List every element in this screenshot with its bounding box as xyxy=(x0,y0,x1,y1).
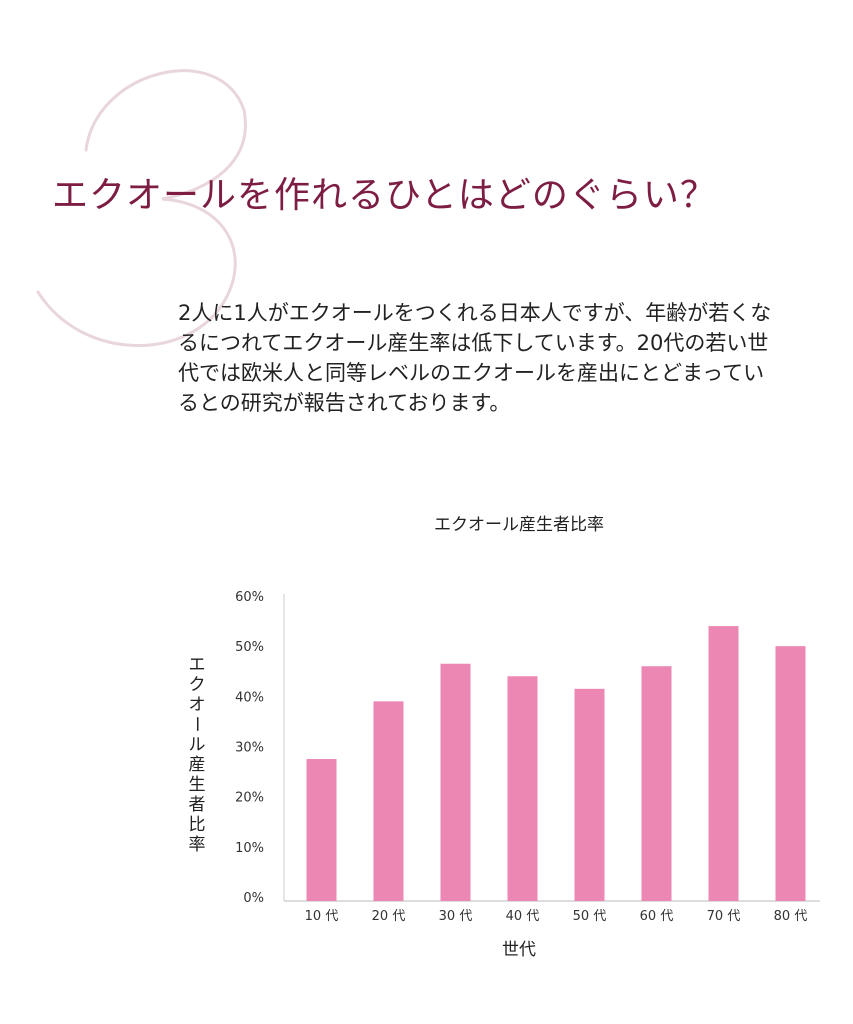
x-tick-label: 80 代 xyxy=(774,909,808,924)
intro-paragraph: 2人に1人がエクオールをつくれる日本人ですが、年齢が若くな るにつれてエクオール… xyxy=(178,298,828,418)
y-axis-label-char: 者 xyxy=(189,795,206,815)
y-axis-label-char: ー xyxy=(186,716,206,733)
y-axis-label-char: ク xyxy=(189,675,206,695)
bar xyxy=(373,701,404,901)
y-tick-label: 0% xyxy=(243,891,264,906)
y-tick-labels: 0% 10% 20% 30% 40% 50% 60% xyxy=(235,590,264,906)
bars xyxy=(306,626,806,901)
y-axis-label-char: ル xyxy=(189,735,206,755)
y-axis-label: エクオール産生者比率 xyxy=(186,655,206,855)
y-axis-label-char: オ xyxy=(189,695,206,715)
x-tick-label: 50 代 xyxy=(573,909,607,924)
y-tick-label: 30% xyxy=(235,741,264,756)
bar xyxy=(306,759,337,901)
y-axis-label-char: 生 xyxy=(189,775,206,795)
x-tick-label: 60 代 xyxy=(640,909,674,924)
intro-line: るにつれてエクオール産生率は低下しています。20代の若い世 xyxy=(178,331,769,355)
x-tick-labels: 10 代 20 代 30 代 40 代 50 代 60 代 70 代 80 代 xyxy=(305,909,808,924)
y-tick-label: 60% xyxy=(235,590,264,605)
bar xyxy=(641,666,672,901)
y-axis-label-char: 産 xyxy=(189,755,206,775)
x-tick-label: 30 代 xyxy=(439,909,473,924)
y-tick-label: 50% xyxy=(235,640,264,655)
x-tick-label: 20 代 xyxy=(372,909,406,924)
y-tick-label: 20% xyxy=(235,791,264,806)
x-tick-label: 40 代 xyxy=(506,909,540,924)
bar xyxy=(440,663,471,901)
bar xyxy=(507,676,538,901)
x-tick-label: 10 代 xyxy=(305,909,339,924)
bar xyxy=(574,688,605,901)
chart-title: エクオール産生者比率 xyxy=(434,515,604,535)
y-tick-label: 40% xyxy=(235,690,264,705)
y-axis-label-char: 率 xyxy=(189,835,206,855)
intro-line: るとの研究が報告されております。 xyxy=(178,391,511,415)
y-axis-label-char: 比 xyxy=(189,815,206,835)
intro-line: 代では欧米人と同等レベルのエクオールを産出にとどまってい xyxy=(178,361,765,385)
intro-line: 2人に1人がエクオールをつくれる日本人ですが、年齢が若くな xyxy=(178,301,772,325)
page-title: エクオールを作れるひとはどのぐらい？ xyxy=(52,175,717,216)
x-tick-label: 70 代 xyxy=(707,909,741,924)
y-tick-label: 10% xyxy=(235,841,264,856)
bar xyxy=(775,646,806,901)
bar xyxy=(708,626,739,901)
y-axis-label-char: エ xyxy=(189,655,206,675)
x-axis-label: 世代 xyxy=(502,940,536,960)
